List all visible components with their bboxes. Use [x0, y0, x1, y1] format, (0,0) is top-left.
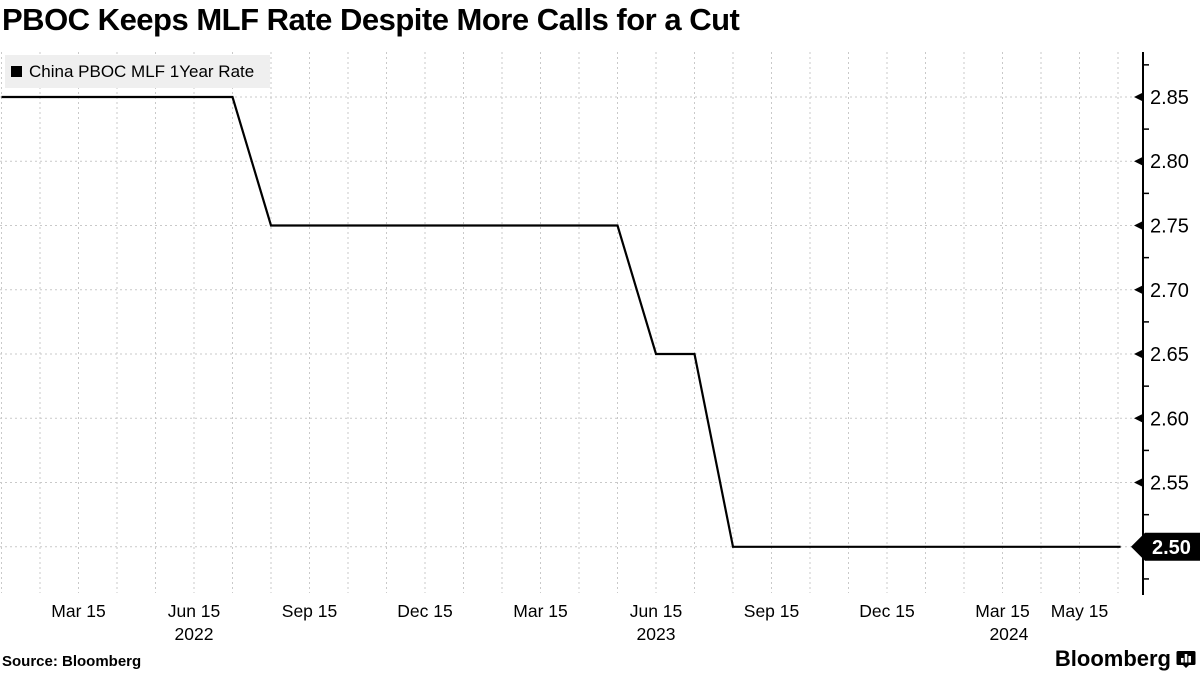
x-tick-label: Jun 15 [630, 601, 683, 621]
last-value-tag: 2.50 [1131, 532, 1200, 561]
y-tick-label: 2.80 [1150, 151, 1189, 173]
y-major-tick-arrow [1134, 92, 1143, 102]
y-tick-label: 2.75 [1150, 216, 1189, 238]
gridlines [0, 52, 1143, 593]
x-axis-labels: Mar 15 Jun 15 Sep 15 Dec 15 Mar 15 Jun 15 Sep … [51, 601, 1108, 644]
brand-name: Bloomberg [1054, 646, 1171, 671]
y-major-tick-arrow [1134, 349, 1143, 359]
x-year-label: 2022 [175, 624, 214, 644]
legend: China PBOC MLF 1Year Rate [5, 55, 271, 88]
y-major-tick-arrow [1134, 156, 1143, 166]
rate-line-series [1, 95, 1121, 548]
source-attribution: Source: Bloomberg [2, 653, 142, 670]
x-tick-label: Mar 15 [51, 601, 105, 621]
x-tick-label: Dec 15 [397, 601, 452, 621]
y-major-tick-arrow [1134, 221, 1143, 231]
x-tick-label: Sep 15 [282, 601, 337, 621]
x-tick-label: Mar 15 [513, 601, 567, 621]
x-tick-label: Dec 15 [859, 601, 914, 621]
chart-title: PBOC Keeps MLF Rate Despite More Calls f… [2, 2, 740, 37]
x-tick-label: May 15 [1051, 601, 1108, 621]
legend-square-marker-icon [11, 66, 22, 77]
y-tick-label: 2.70 [1150, 280, 1189, 302]
y-tick-label: 2.85 [1150, 87, 1189, 109]
x-year-label: 2023 [637, 624, 676, 644]
last-value-tag-shape [1131, 532, 1200, 561]
x-year-label: 2024 [989, 624, 1028, 644]
x-tick-label: Sep 15 [744, 601, 799, 621]
y-major-tick-arrow [1134, 285, 1143, 295]
x-tick-label: Jun 15 [168, 601, 221, 621]
last-value-label: 2.50 [1152, 537, 1191, 559]
bloomberg-wordmark: Bloomberg [1055, 646, 1196, 672]
y-major-tick-arrow [1134, 413, 1143, 423]
x-tick-label: Mar 15 [975, 601, 1029, 621]
y-tick-label: 2.55 [1150, 473, 1189, 495]
bloomberg-terminal-icon [1176, 651, 1196, 668]
y-major-tick-arrow [1134, 478, 1143, 488]
y-tick-label: 2.65 [1150, 344, 1189, 366]
legend-label: China PBOC MLF 1Year Rate [29, 61, 255, 81]
y-tick-label: 2.60 [1150, 408, 1189, 430]
y-axis: 2.85 2.80 2.75 2.70 2.65 2.60 2.55 [1134, 52, 1189, 595]
